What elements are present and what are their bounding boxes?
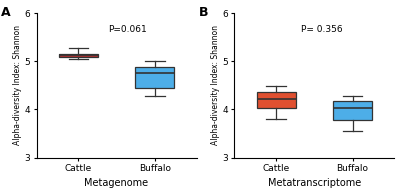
Y-axis label: Alpha-diversity Index: Shannon: Alpha-diversity Index: Shannon [13,25,22,145]
X-axis label: Metatranscriptome: Metatranscriptome [268,178,361,188]
Y-axis label: Alpha-diversity Index: Shannon: Alpha-diversity Index: Shannon [211,25,220,145]
PathPatch shape [135,68,174,88]
PathPatch shape [59,54,98,57]
Text: A: A [1,6,11,19]
PathPatch shape [256,92,296,108]
Text: P= 0.356: P= 0.356 [301,25,343,34]
PathPatch shape [333,101,372,120]
X-axis label: Metagenome: Metagenome [84,178,149,188]
Text: B: B [199,6,209,19]
Text: P=0.061: P=0.061 [108,25,147,34]
